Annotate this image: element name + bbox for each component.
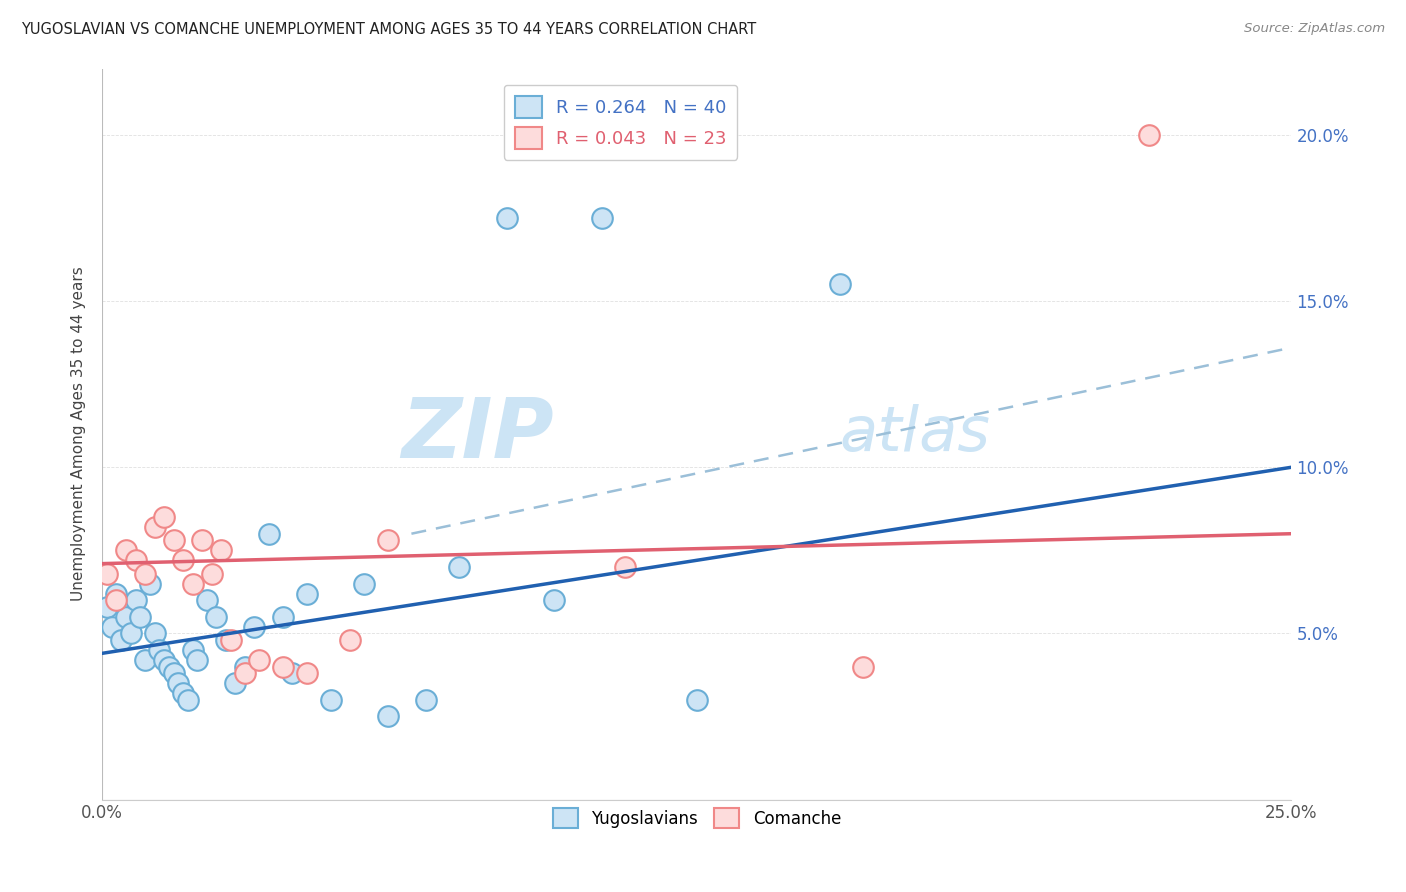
Point: [181, 643, 204, 657]
Point: [295, 666, 318, 681]
Text: ZIP: ZIP: [402, 393, 554, 475]
Point: [205, 609, 228, 624]
Point: [271, 659, 294, 673]
Point: [157, 659, 180, 673]
Point: [353, 576, 375, 591]
Point: [105, 586, 128, 600]
Point: [143, 626, 166, 640]
Point: [96, 599, 118, 614]
Point: [233, 659, 256, 673]
Point: [172, 553, 194, 567]
Point: [377, 533, 399, 548]
Text: atlas: atlas: [839, 404, 991, 464]
Text: YUGOSLAVIAN VS COMANCHE UNEMPLOYMENT AMONG AGES 35 TO 44 YEARS CORRELATION CHART: YUGOSLAVIAN VS COMANCHE UNEMPLOYMENT AMO…: [21, 22, 756, 37]
Point: [162, 666, 184, 681]
Point: [209, 543, 232, 558]
Point: [339, 633, 361, 648]
Point: [686, 693, 709, 707]
Point: [257, 526, 280, 541]
Point: [177, 693, 200, 707]
Point: [167, 676, 190, 690]
Point: [148, 643, 170, 657]
Point: [543, 593, 565, 607]
Point: [243, 620, 266, 634]
Point: [319, 693, 342, 707]
Point: [139, 576, 162, 591]
Point: [1137, 128, 1160, 142]
Point: [281, 666, 304, 681]
Point: [233, 666, 256, 681]
Point: [110, 633, 132, 648]
Point: [134, 653, 156, 667]
Point: [100, 620, 122, 634]
Point: [129, 609, 152, 624]
Point: [219, 633, 242, 648]
Point: [143, 520, 166, 534]
Point: [215, 633, 238, 648]
Point: [105, 593, 128, 607]
Point: [591, 211, 613, 225]
Point: [201, 566, 224, 581]
Point: [162, 533, 184, 548]
Point: [415, 693, 437, 707]
Point: [224, 676, 246, 690]
Point: [181, 576, 204, 591]
Text: Source: ZipAtlas.com: Source: ZipAtlas.com: [1244, 22, 1385, 36]
Point: [115, 543, 138, 558]
Y-axis label: Unemployment Among Ages 35 to 44 years: Unemployment Among Ages 35 to 44 years: [72, 267, 86, 601]
Point: [377, 709, 399, 723]
Point: [153, 510, 176, 524]
Point: [191, 533, 214, 548]
Point: [495, 211, 517, 225]
Point: [172, 686, 194, 700]
Point: [124, 553, 146, 567]
Point: [614, 560, 637, 574]
Point: [186, 653, 208, 667]
Point: [447, 560, 470, 574]
Legend: Yugoslavians, Comanche: Yugoslavians, Comanche: [546, 801, 848, 835]
Point: [115, 609, 138, 624]
Point: [295, 586, 318, 600]
Point: [852, 659, 875, 673]
Point: [247, 653, 270, 667]
Point: [134, 566, 156, 581]
Point: [96, 566, 118, 581]
Point: [120, 626, 142, 640]
Point: [828, 277, 851, 292]
Point: [124, 593, 146, 607]
Point: [195, 593, 218, 607]
Point: [153, 653, 176, 667]
Point: [271, 609, 294, 624]
